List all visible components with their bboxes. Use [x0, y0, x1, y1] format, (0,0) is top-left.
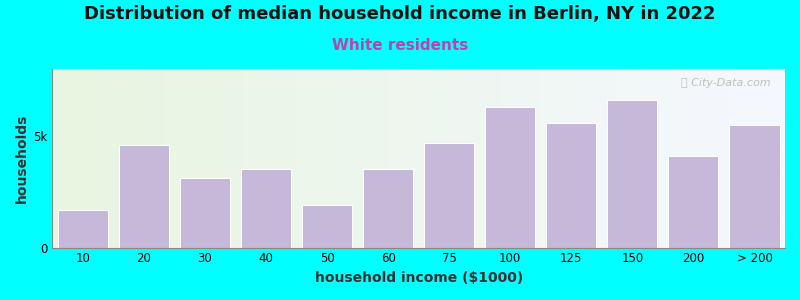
Text: ⓘ City-Data.com: ⓘ City-Data.com [681, 78, 770, 88]
Text: Distribution of median household income in Berlin, NY in 2022: Distribution of median household income … [84, 4, 716, 22]
Bar [58, 210, 108, 248]
Text: White residents: White residents [332, 38, 468, 52]
Bar [668, 156, 718, 248]
Bar [485, 107, 535, 248]
Bar [607, 100, 658, 248]
Bar [424, 143, 474, 247]
Bar [546, 123, 596, 248]
Bar [119, 145, 169, 248]
X-axis label: household income ($1000): household income ($1000) [314, 271, 522, 285]
Bar [180, 178, 230, 248]
Bar [730, 125, 779, 248]
Bar [241, 169, 291, 247]
Y-axis label: households: households [15, 114, 29, 203]
Bar [363, 169, 413, 247]
Bar [302, 205, 352, 248]
